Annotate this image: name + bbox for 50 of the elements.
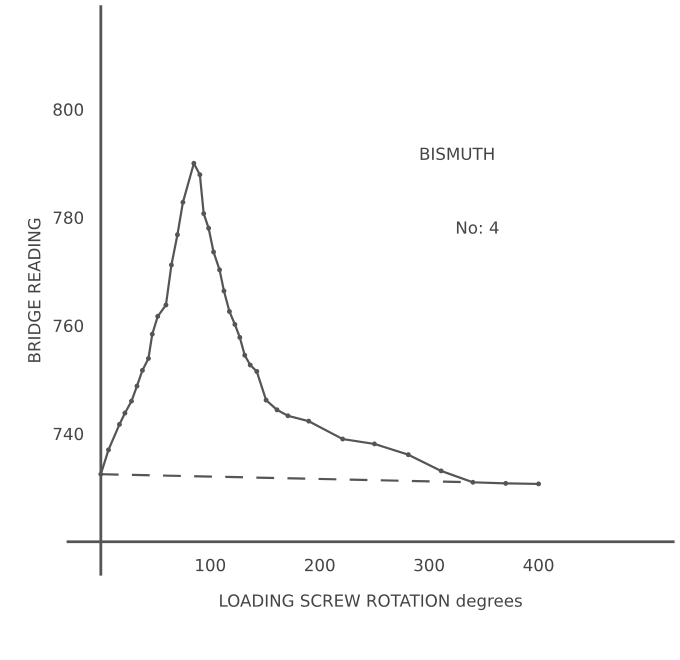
point (232, 322, 238, 327)
point (98, 472, 104, 477)
point (134, 384, 140, 389)
point (372, 441, 377, 446)
point (248, 362, 253, 368)
point (286, 413, 290, 418)
point (191, 160, 196, 166)
point (175, 232, 180, 238)
point (242, 352, 248, 358)
point (206, 226, 212, 231)
x-axis-title: LOADING SCREW ROTATION degrees (220, 594, 522, 610)
point (164, 302, 168, 308)
y-tick-label: 740 (54, 428, 84, 440)
point (140, 368, 145, 373)
point (254, 369, 260, 374)
point (226, 309, 232, 314)
point (222, 288, 226, 294)
annotation: BISMUTH (420, 147, 494, 160)
point (146, 356, 151, 361)
point (503, 480, 508, 486)
point (217, 267, 222, 272)
x-tick-label: 300 (414, 558, 444, 572)
point (211, 250, 216, 254)
point (150, 332, 155, 337)
x-tick-label: 200 (305, 558, 335, 572)
point (180, 200, 186, 205)
point (155, 314, 160, 319)
point (197, 172, 202, 178)
point (274, 407, 280, 412)
point (129, 398, 134, 404)
point (237, 335, 242, 340)
point (406, 452, 411, 458)
x-tick-label: 400 (524, 558, 554, 572)
point (340, 436, 346, 442)
x-tick-label: 100 (196, 558, 226, 572)
annotation: No: 4 (456, 221, 499, 234)
point (106, 447, 111, 452)
point (438, 468, 444, 474)
y-axis-title: BRIDGE READING (28, 218, 41, 362)
y-tick-label: 800 (53, 103, 84, 116)
point (306, 418, 312, 424)
point (201, 211, 206, 216)
point (264, 398, 269, 403)
point (117, 422, 122, 427)
point (470, 480, 476, 485)
y-tick-label: 780 (54, 211, 84, 224)
point (536, 481, 542, 486)
point (168, 262, 174, 268)
point (122, 410, 128, 416)
y-tick-label: 760 (54, 320, 84, 332)
